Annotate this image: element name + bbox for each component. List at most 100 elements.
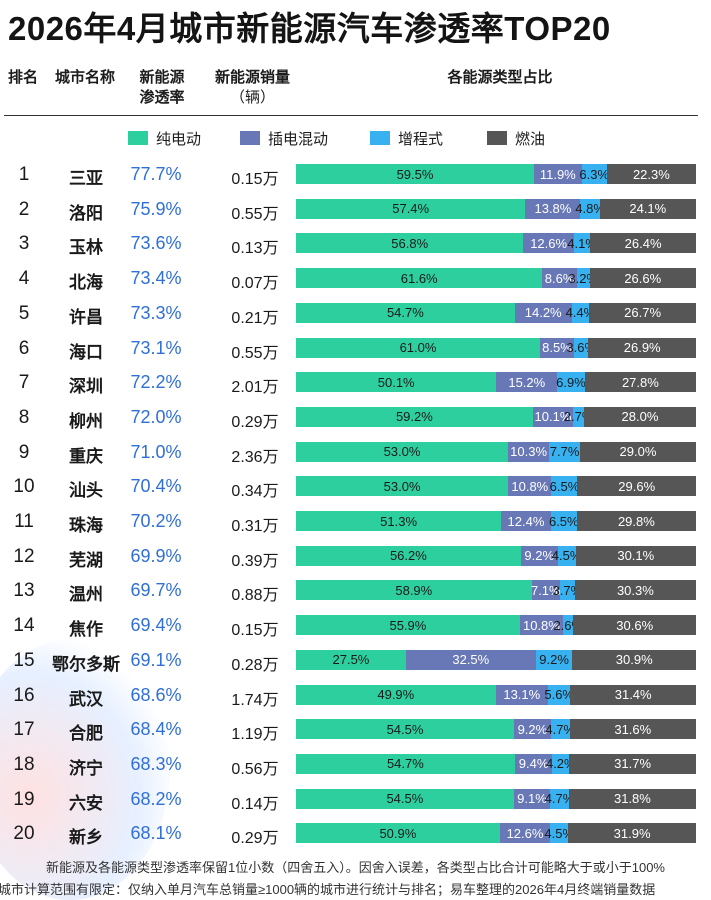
city-name: 温州 bbox=[69, 585, 103, 605]
nev-sales: 1.19万 bbox=[231, 726, 279, 744]
header-rank: 排名 bbox=[7, 69, 38, 86]
bar-segment-erev: 9.2% bbox=[535, 649, 573, 670]
bar-segment-phev: 10.1% bbox=[532, 406, 574, 427]
table-row: 20 新乡 68.1% 0.29万 50.9% 12.6% 4.5% 31.9% bbox=[0, 816, 711, 850]
penetration-rate: 69.9% bbox=[130, 545, 182, 566]
city-name: 许昌 bbox=[69, 307, 103, 327]
nev-sales: 0.28万 bbox=[231, 656, 279, 674]
rank-cell: 16 bbox=[13, 684, 35, 706]
nev-sales: 0.15万 bbox=[231, 171, 279, 188]
energy-mix-bar: 50.1% 15.2% 6.9% 27.8% bbox=[296, 372, 696, 393]
bar-segment-phev: 13.1% bbox=[495, 684, 548, 705]
nev-sales: 0.31万 bbox=[231, 518, 279, 535]
table-row: 9 重庆 71.0% 2.36万 53.0% 10.3% 7.7% 29.0% bbox=[0, 435, 711, 469]
bar-segment-fuel: 30.3% bbox=[574, 580, 696, 601]
nev-sales: 0.07万 bbox=[231, 275, 279, 293]
bar-segment-bev: 59.5% bbox=[296, 164, 534, 184]
legend-label-bev: 纯电动 bbox=[156, 130, 202, 148]
energy-mix-bar: 54.7% 14.2% 4.4% 26.7% bbox=[296, 302, 696, 323]
bar-segment-erev: 4.1% bbox=[567, 233, 597, 254]
penetration-rate: 68.4% bbox=[130, 719, 182, 740]
energy-mix-bar: 51.3% 12.4% 6.5% 29.8% bbox=[296, 511, 696, 531]
bar-segment-phev: 9.2% bbox=[520, 545, 558, 566]
table-row: 17 合肥 68.4% 1.19万 54.5% 9.2% 4.7% 31.6% bbox=[0, 712, 711, 746]
penetration-rate: 72.0% bbox=[130, 406, 182, 427]
bar-segment-erev: 4.5% bbox=[552, 545, 581, 566]
table-row: 12 芜湖 69.9% 0.39万 56.2% 9.2% 4.5% 30.1% bbox=[0, 539, 711, 573]
rank-cell: 3 bbox=[18, 233, 30, 255]
nev-sales: 0.14万 bbox=[231, 795, 279, 813]
penetration-rate: 73.3% bbox=[130, 302, 182, 323]
nev-sales: 1.74万 bbox=[231, 691, 279, 709]
bar-segment-phev: 10.8% bbox=[508, 476, 552, 497]
bar-segment-fuel: 30.6% bbox=[573, 615, 696, 636]
table-row: 1 三亚 77.7% 0.15万 59.5% 11.9% 6.3% 22.3% bbox=[0, 157, 711, 191]
bar-segment-fuel: 31.6% bbox=[569, 719, 696, 740]
table-row: 2 洛阳 75.9% 0.55万 57.4% 13.8% 4.8% 24.1% bbox=[0, 192, 711, 226]
city-name: 合肥 bbox=[69, 724, 103, 744]
energy-mix-bar: 59.5% 11.9% 6.3% 22.3% bbox=[296, 164, 696, 184]
legend-label-erev: 增程式 bbox=[398, 130, 444, 148]
bar-segment-bev: 50.9% bbox=[296, 823, 500, 844]
bar-segment-bev: 53.0% bbox=[296, 441, 508, 462]
penetration-rate: 69.4% bbox=[130, 615, 182, 636]
legend-swatch-bev bbox=[128, 131, 148, 145]
penetration-rate: 69.7% bbox=[130, 580, 182, 601]
bar-segment-fuel: 29.8% bbox=[576, 511, 696, 531]
bar-segment-bev: 56.2% bbox=[296, 545, 521, 566]
nev-sales: 0.29万 bbox=[231, 413, 279, 431]
nev-sales: 2.36万 bbox=[231, 448, 279, 466]
bar-segment-fuel: 26.6% bbox=[589, 268, 696, 289]
bar-segment-fuel: 29.6% bbox=[577, 476, 696, 497]
bar-segment-phev: 9.4% bbox=[514, 753, 553, 774]
bar-segment-phev: 9.1% bbox=[513, 788, 551, 809]
table-row: 16 武汉 68.6% 1.74万 49.9% 13.1% 5.6% 31.4% bbox=[0, 678, 711, 712]
table-row: 10 汕头 70.4% 0.34万 53.0% 10.8% 6.5% 29.6% bbox=[0, 469, 711, 503]
city-name: 深圳 bbox=[69, 377, 103, 397]
city-name: 芜湖 bbox=[69, 550, 103, 570]
bar-segment-erev: 3.6% bbox=[566, 337, 596, 358]
nev-sales: 0.34万 bbox=[231, 483, 279, 501]
nev-sales: 0.15万 bbox=[231, 622, 279, 640]
header-sales: 新能源销量 （辆） bbox=[205, 68, 300, 108]
penetration-rate: 68.2% bbox=[130, 788, 182, 809]
table-row: 14 焦作 69.4% 0.15万 55.9% 10.8% 2.6% 30.6% bbox=[0, 608, 711, 642]
penetration-rate: 68.1% bbox=[130, 823, 182, 844]
bar-segment-bev: 54.5% bbox=[296, 719, 514, 740]
bar-segment-erev: 2.6% bbox=[553, 615, 583, 636]
energy-mix-bar: 53.0% 10.3% 7.7% 29.0% bbox=[296, 441, 696, 462]
bar-segment-fuel: 26.9% bbox=[588, 337, 696, 358]
nev-sales: 0.88万 bbox=[231, 587, 279, 605]
nev-sales: 0.29万 bbox=[231, 830, 279, 848]
nev-sales: 0.55万 bbox=[231, 205, 279, 223]
penetration-rate: 75.9% bbox=[130, 198, 182, 219]
bar-segment-phev: 8.5% bbox=[540, 337, 574, 358]
header-city: 城市名称 bbox=[54, 69, 115, 86]
table-row: 15 鄂尔多斯 69.1% 0.28万 27.5% 32.5% 9.2% 30.9% bbox=[0, 643, 711, 677]
legend-item-fuel: 燃油 bbox=[487, 128, 545, 148]
bar-segment-fuel: 30.1% bbox=[575, 545, 696, 566]
bar-segment-bev: 58.9% bbox=[296, 580, 532, 601]
rank-cell: 10 bbox=[13, 476, 35, 498]
bar-segment-bev: 55.9% bbox=[296, 615, 520, 636]
bar-segment-bev: 61.6% bbox=[296, 268, 543, 289]
bar-segment-erev: 4.7% bbox=[545, 719, 575, 740]
energy-mix-bar: 50.9% 12.6% 4.5% 31.9% bbox=[296, 823, 696, 844]
bar-segment-fuel: 30.9% bbox=[572, 649, 696, 670]
table-row: 13 温州 69.7% 0.88万 58.9% 7.1% 3.7% 30.3% bbox=[0, 573, 711, 607]
bar-segment-bev: 54.7% bbox=[296, 302, 515, 323]
bar-segment-bev: 50.1% bbox=[296, 372, 497, 393]
header-divider bbox=[4, 115, 698, 116]
penetration-rate: 70.4% bbox=[130, 476, 182, 497]
bar-segment-phev: 12.6% bbox=[523, 233, 574, 254]
rank-cell: 14 bbox=[13, 615, 35, 637]
bar-segment-fuel: 31.8% bbox=[568, 788, 696, 809]
header-sales-line1: 新能源销量 bbox=[214, 69, 290, 86]
bar-segment-erev: 6.3% bbox=[579, 164, 609, 184]
penetration-rate: 69.1% bbox=[130, 649, 182, 670]
bar-segment-fuel: 28.0% bbox=[583, 406, 696, 427]
legend-item-bev: 纯电动 bbox=[128, 128, 201, 148]
penetration-rate: 73.4% bbox=[130, 268, 182, 289]
energy-mix-bar: 54.5% 9.1% 4.7% 31.8% bbox=[296, 788, 696, 809]
bar-segment-fuel: 31.4% bbox=[570, 684, 696, 705]
